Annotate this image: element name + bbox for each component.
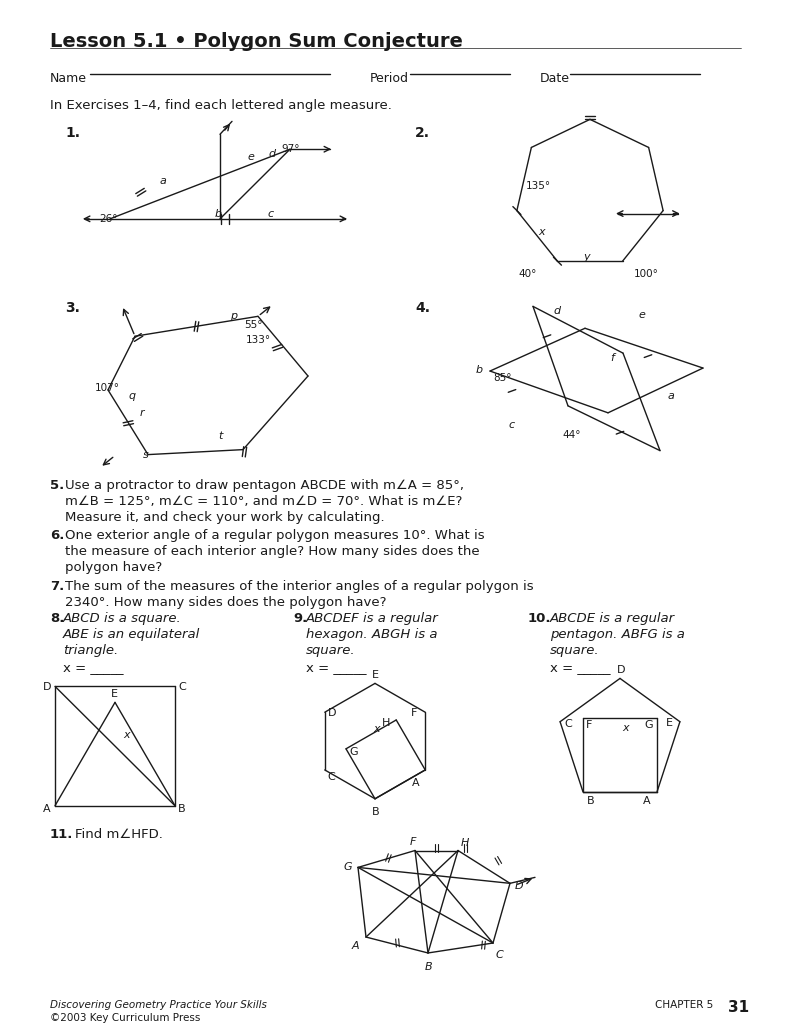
Text: d: d	[553, 306, 560, 316]
Text: x = _____: x = _____	[306, 662, 366, 675]
Text: 97°: 97°	[281, 144, 300, 155]
Text: e: e	[638, 310, 645, 321]
Text: Name: Name	[50, 72, 87, 85]
Text: F: F	[411, 709, 418, 718]
Text: 100°: 100°	[634, 268, 659, 279]
Text: x = _____: x = _____	[63, 662, 123, 675]
Text: 2.: 2.	[415, 126, 430, 140]
Text: Use a protractor to draw pentagon ABCDE with m∠A = 85°,: Use a protractor to draw pentagon ABCDE …	[65, 479, 464, 493]
Text: 55°: 55°	[244, 321, 263, 331]
Text: ©2003 Key Curriculum Press: ©2003 Key Curriculum Press	[50, 1013, 200, 1023]
Text: b: b	[215, 209, 222, 219]
Text: a: a	[160, 176, 167, 186]
Text: C: C	[327, 772, 335, 782]
Text: One exterior angle of a regular polygon measures 10°. What is: One exterior angle of a regular polygon …	[65, 529, 485, 542]
Text: B: B	[587, 796, 595, 806]
Text: 107°: 107°	[95, 383, 120, 393]
Text: b: b	[476, 366, 483, 375]
Text: 8.: 8.	[50, 611, 64, 625]
Text: 10.: 10.	[528, 611, 551, 625]
Text: 26°: 26°	[99, 214, 118, 224]
Text: square.: square.	[306, 644, 356, 656]
Text: E: E	[372, 671, 379, 681]
Text: e: e	[247, 153, 254, 162]
Text: G: G	[644, 720, 653, 730]
Text: 7.: 7.	[50, 580, 64, 593]
Text: t: t	[218, 431, 222, 440]
Text: Find m∠HFD.: Find m∠HFD.	[75, 827, 163, 841]
Text: D: D	[327, 709, 336, 718]
Text: E: E	[666, 718, 673, 728]
Text: ABE is an equilateral: ABE is an equilateral	[63, 628, 200, 641]
Text: F: F	[410, 837, 416, 847]
Text: y: y	[583, 252, 589, 262]
Text: 44°: 44°	[562, 430, 581, 439]
Text: 40°: 40°	[518, 268, 536, 279]
Text: 85°: 85°	[493, 373, 512, 383]
Text: G: G	[344, 862, 353, 872]
Text: 31: 31	[728, 999, 749, 1015]
Text: C: C	[564, 719, 572, 729]
Text: Date: Date	[540, 72, 570, 85]
Text: 5.: 5.	[50, 479, 64, 493]
Text: Measure it, and check your work by calculating.: Measure it, and check your work by calcu…	[65, 511, 384, 524]
Text: In Exercises 1–4, find each lettered angle measure.: In Exercises 1–4, find each lettered ang…	[50, 99, 392, 113]
Text: E: E	[111, 689, 118, 699]
Text: H: H	[461, 838, 469, 848]
Text: H: H	[382, 718, 391, 728]
Text: A: A	[643, 796, 651, 806]
Text: A: A	[352, 941, 360, 951]
Text: 133°: 133°	[246, 335, 271, 345]
Text: Discovering Geometry Practice Your Skills: Discovering Geometry Practice Your Skill…	[50, 999, 267, 1010]
Text: r: r	[140, 408, 145, 418]
Text: x = _____: x = _____	[550, 662, 611, 675]
Text: C: C	[178, 682, 186, 692]
Text: Period: Period	[370, 72, 409, 85]
Text: c: c	[267, 209, 273, 219]
Text: a: a	[668, 391, 675, 401]
Text: ABCD is a square.: ABCD is a square.	[63, 611, 182, 625]
Text: B: B	[425, 962, 433, 972]
Text: 135°: 135°	[526, 181, 551, 191]
Text: q: q	[128, 391, 135, 401]
Text: d: d	[268, 150, 275, 159]
Text: B: B	[178, 804, 186, 814]
Text: CHAPTER 5: CHAPTER 5	[655, 999, 713, 1010]
Text: 11.: 11.	[50, 827, 74, 841]
Text: hexagon. ABGH is a: hexagon. ABGH is a	[306, 628, 437, 641]
Text: p: p	[230, 311, 237, 322]
Text: f: f	[610, 353, 614, 364]
Text: ABCDE is a regular: ABCDE is a regular	[550, 611, 676, 625]
Text: square.: square.	[550, 644, 600, 656]
Text: A: A	[43, 804, 51, 814]
Text: D: D	[43, 682, 51, 692]
Text: B: B	[372, 807, 380, 817]
Text: F: F	[586, 720, 592, 730]
Text: c: c	[508, 420, 514, 430]
Text: triangle.: triangle.	[63, 644, 118, 656]
Text: s: s	[143, 450, 149, 460]
Text: 3.: 3.	[65, 301, 80, 315]
Text: x: x	[373, 724, 380, 734]
Text: m∠B = 125°, m∠C = 110°, and m∠D = 70°. What is m∠E?: m∠B = 125°, m∠C = 110°, and m∠D = 70°. W…	[65, 496, 463, 508]
Text: pentagon. ABFG is a: pentagon. ABFG is a	[550, 628, 685, 641]
Text: the measure of each interior angle? How many sides does the: the measure of each interior angle? How …	[65, 545, 479, 558]
Text: 1.: 1.	[65, 126, 80, 140]
Text: Lesson 5.1 • Polygon Sum Conjecture: Lesson 5.1 • Polygon Sum Conjecture	[50, 32, 463, 51]
Text: x: x	[622, 723, 629, 733]
Text: x: x	[123, 730, 130, 740]
Text: 6.: 6.	[50, 529, 64, 542]
Text: The sum of the measures of the interior angles of a regular polygon is: The sum of the measures of the interior …	[65, 580, 534, 593]
Text: 4.: 4.	[415, 301, 430, 315]
Text: A: A	[412, 778, 420, 787]
Text: G: G	[349, 746, 358, 757]
Text: 9.: 9.	[293, 611, 307, 625]
Text: ABCDEF is a regular: ABCDEF is a regular	[306, 611, 439, 625]
Text: polygon have?: polygon have?	[65, 561, 162, 574]
Text: D: D	[515, 882, 524, 891]
Text: C: C	[496, 950, 504, 959]
Text: 2340°. How many sides does the polygon have?: 2340°. How many sides does the polygon h…	[65, 596, 387, 609]
Text: D: D	[617, 666, 626, 676]
Text: x: x	[538, 226, 545, 237]
